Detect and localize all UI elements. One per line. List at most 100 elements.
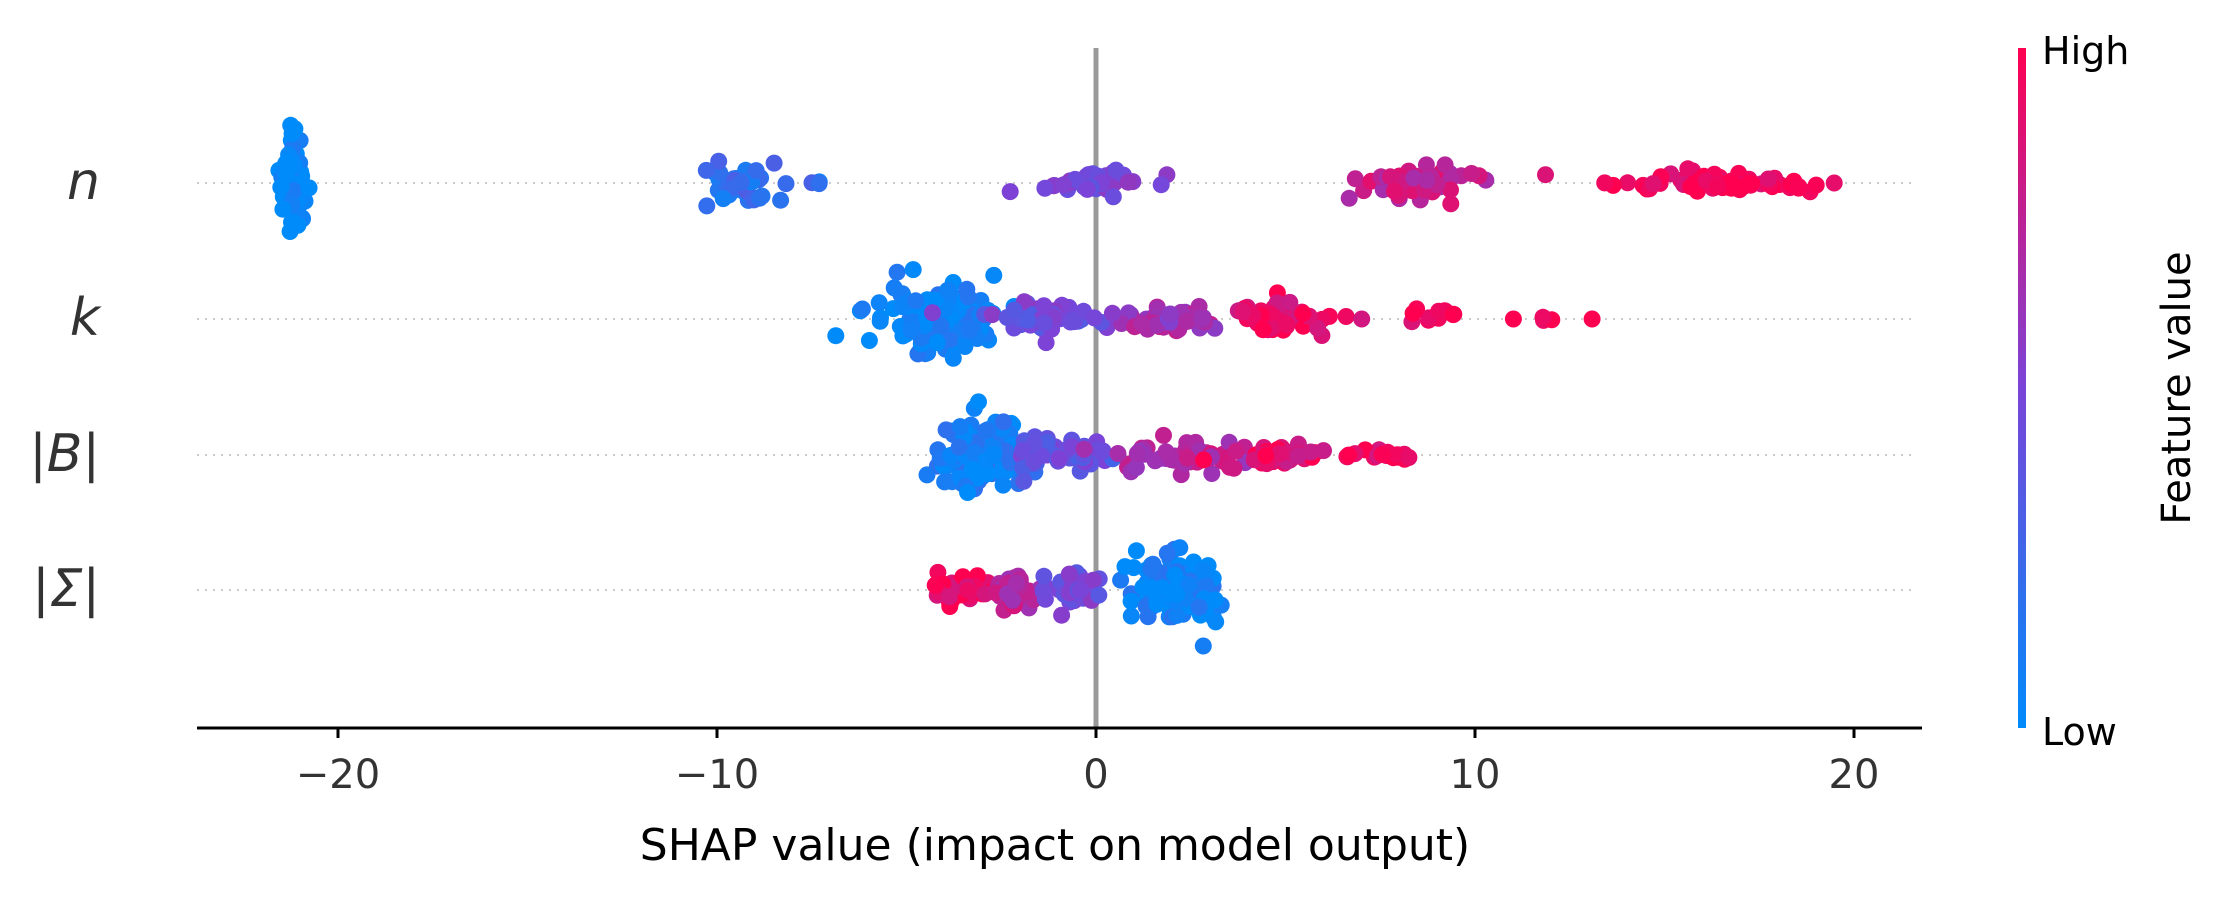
shap-point (1197, 577, 1215, 594)
shap-point (1193, 310, 1211, 328)
shap-point (278, 166, 296, 184)
shap-point (1109, 445, 1127, 462)
shap-point (1122, 592, 1140, 610)
shap-point (1404, 304, 1422, 322)
shap-point (924, 304, 941, 322)
shap-point (1036, 179, 1054, 197)
shap-point (1178, 312, 1196, 330)
shap-point (959, 581, 977, 599)
shap-point (1148, 595, 1166, 613)
shap-point (959, 484, 977, 501)
shap-point (1340, 189, 1358, 207)
shap-point (697, 161, 715, 179)
shap-point (1234, 303, 1252, 321)
shap-point (870, 294, 888, 312)
shap-point (937, 421, 955, 439)
shap-point (1035, 297, 1053, 315)
shap-point (1302, 443, 1320, 461)
shap-point (1381, 168, 1399, 186)
shap-point (765, 154, 783, 172)
feature-row-k (827, 261, 1601, 367)
shap-point (698, 197, 716, 215)
shap-point (274, 200, 292, 218)
shap-point (1195, 451, 1213, 469)
shap-point (286, 120, 304, 138)
shap-point (1418, 171, 1436, 189)
shap-point (1254, 321, 1272, 339)
shap-point (985, 445, 1003, 463)
shap-point (1007, 574, 1025, 592)
x-tick-label: −20 (296, 752, 380, 798)
shap-point (1346, 170, 1364, 188)
shap-point (1122, 607, 1140, 625)
shap-point (1309, 319, 1327, 337)
shap-point (985, 266, 1003, 284)
shap-point (983, 306, 1001, 324)
shap-point (1709, 177, 1726, 195)
shap-point (1386, 182, 1403, 200)
shap-point (1146, 583, 1164, 600)
row-guides (197, 182, 1917, 591)
shap-point (1133, 315, 1151, 332)
colorbar (2018, 48, 2026, 728)
shap-point (772, 191, 790, 209)
shap-point (958, 280, 976, 298)
shap-point (747, 162, 765, 180)
shap-point (994, 476, 1012, 494)
shap-point (1084, 571, 1102, 589)
shap-point (1060, 565, 1078, 583)
shap-point (1271, 445, 1289, 463)
shap-point (300, 179, 318, 197)
feature-labels: n k |B| |Σ| (29, 152, 102, 619)
shap-point (1463, 165, 1480, 182)
shap-point (1430, 302, 1448, 320)
shap-point (1161, 305, 1179, 323)
shap-point (1679, 160, 1697, 178)
shap-point (1037, 334, 1055, 352)
shap-point (1155, 426, 1172, 444)
shap-point (1116, 558, 1134, 576)
shap-point (1278, 316, 1296, 334)
shap-point (1194, 637, 1212, 655)
shap-point (1065, 313, 1083, 331)
shap-point (1596, 174, 1614, 192)
shap-point (1166, 566, 1184, 584)
shap-point (1168, 606, 1186, 624)
shap-point (1071, 581, 1089, 599)
shap-point (732, 173, 750, 191)
shap-point (1759, 170, 1777, 188)
shap-point (1207, 613, 1225, 631)
shap-point (1107, 161, 1125, 179)
shap-point (926, 291, 944, 309)
shap-point (1127, 542, 1145, 560)
shap-point (961, 320, 978, 338)
shap-point (1019, 311, 1037, 329)
shap-point (1537, 166, 1554, 184)
shap-point (1294, 304, 1312, 322)
shap-point (1442, 195, 1460, 213)
shap-point (1168, 585, 1186, 603)
feature-label-abs_Sigma: |Σ| (32, 559, 100, 619)
shap-point (1178, 449, 1196, 467)
shap-point (1090, 586, 1108, 604)
shap-point (860, 332, 878, 349)
shap-point (1085, 309, 1103, 327)
shap-point (1119, 173, 1137, 191)
feature-row-abs_B (918, 393, 1418, 501)
shap-point (977, 422, 995, 440)
shap-point (1373, 446, 1391, 463)
shap-point (1825, 174, 1843, 192)
shap-point (289, 216, 307, 234)
shap-point (810, 175, 828, 193)
shap-point (1340, 446, 1358, 464)
shap-point (1337, 308, 1355, 325)
shap-point (940, 588, 958, 606)
shap-point (777, 175, 795, 193)
x-tick-label: 10 (1450, 752, 1501, 798)
shap-point (1353, 310, 1371, 328)
shap-point (1158, 544, 1176, 562)
shap-point (1094, 442, 1112, 460)
shap-point (1257, 447, 1275, 465)
shap-point (1103, 304, 1121, 322)
